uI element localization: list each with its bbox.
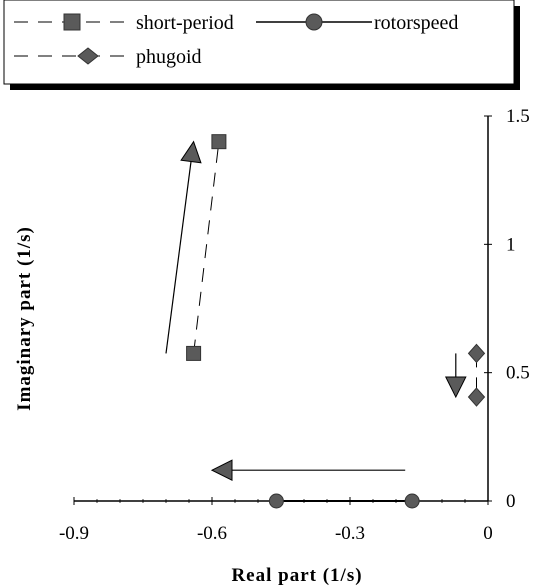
series-phugoid (467, 343, 486, 407)
series-line-short-period (193, 141, 220, 354)
x-ticks: -0.9 -0.6 -0.3 0 (59, 497, 493, 544)
x-tick-label: 0 (483, 523, 493, 544)
legend-label-rotorspeed: rotorspeed (374, 12, 458, 34)
y-ticks: 0 0.5 1 1.5 (484, 106, 530, 512)
legend-entry-short-period: short-period (14, 12, 234, 34)
legend-marker-phugoid (77, 47, 99, 65)
legend-entry-rotorspeed: rotorspeed (256, 12, 458, 34)
data-point-short-period (186, 345, 202, 361)
y-axis-title: Imaginary part (1/s) (14, 226, 35, 411)
legend-marker-short-period (63, 13, 81, 31)
x-tick-label: -0.6 (197, 523, 227, 544)
y-tick-label: 0 (506, 491, 516, 512)
series-layer (186, 134, 486, 509)
legend-label-phugoid: phugoid (136, 46, 202, 68)
series-rotorspeed (268, 493, 420, 509)
y-axis: 0 0.5 1 1.5 Imaginary part (1/s) (14, 106, 530, 512)
legend-label-short-period: short-period (136, 12, 234, 34)
annotation-arrow-head (180, 140, 202, 164)
data-point-short-period (211, 134, 227, 150)
x-tick-label: -0.3 (335, 523, 365, 544)
annotation-arrow-head (444, 376, 467, 399)
y-tick-label: 1.5 (506, 106, 530, 127)
annotation-arrow-head (210, 459, 233, 482)
legend-marker-rotorspeed (305, 13, 323, 31)
y-tick-label: 0.5 (506, 363, 530, 384)
data-point-phugoid (467, 343, 486, 364)
y-tick-label: 1 (506, 234, 516, 255)
data-point-phugoid (467, 387, 486, 407)
x-axis: -0.9 -0.6 -0.3 0 Real part (1/s) (59, 497, 493, 586)
series-short-period (186, 134, 227, 361)
x-tick-label: -0.9 (59, 523, 89, 544)
data-point-rotorspeed (268, 493, 284, 509)
legend-box (3, 0, 515, 85)
legend-entry-phugoid: phugoid (14, 46, 202, 68)
x-axis-title: Real part (1/s) (231, 565, 362, 586)
annotation-arrow-shaft (165, 161, 192, 354)
data-point-rotorspeed (404, 493, 420, 509)
annotations (165, 140, 467, 482)
legend: short-period rotorspeed phugoid (3, 0, 520, 90)
